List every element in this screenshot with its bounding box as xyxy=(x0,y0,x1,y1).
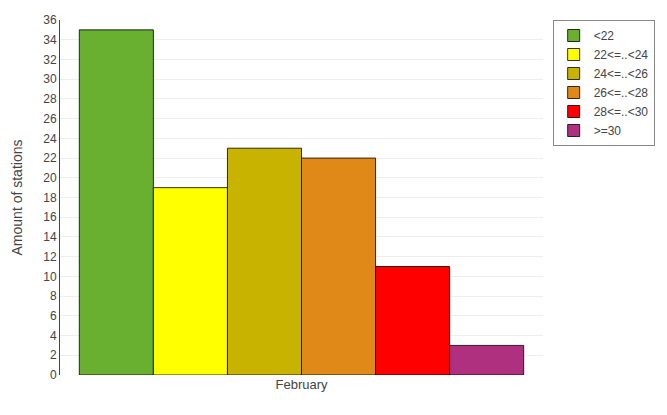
svg-text:14: 14 xyxy=(43,230,57,244)
svg-text:Amount of stations: Amount of stations xyxy=(9,140,25,256)
svg-text:10: 10 xyxy=(43,270,57,284)
svg-text:>=30: >=30 xyxy=(594,124,622,138)
svg-text:30: 30 xyxy=(43,72,57,86)
svg-text:28: 28 xyxy=(43,92,57,106)
svg-text:26: 26 xyxy=(43,112,57,126)
svg-text:16: 16 xyxy=(43,210,57,224)
svg-text:32: 32 xyxy=(43,53,57,67)
svg-text:20: 20 xyxy=(43,171,57,185)
svg-text:34: 34 xyxy=(43,33,57,47)
svg-text:4: 4 xyxy=(50,329,57,343)
svg-text:<22: <22 xyxy=(594,29,615,43)
svg-text:24: 24 xyxy=(43,132,57,146)
svg-text:12: 12 xyxy=(43,250,57,264)
svg-text:26<=..<28: 26<=..<28 xyxy=(594,86,649,100)
svg-text:22: 22 xyxy=(43,151,57,165)
svg-text:22<=..<24: 22<=..<24 xyxy=(594,48,649,62)
svg-text:8: 8 xyxy=(50,289,57,303)
svg-text:28<=..<30: 28<=..<30 xyxy=(594,105,649,119)
svg-text:18: 18 xyxy=(43,191,57,205)
svg-text:6: 6 xyxy=(50,309,57,323)
svg-text:February: February xyxy=(275,377,328,392)
svg-text:36: 36 xyxy=(43,13,57,27)
svg-text:2: 2 xyxy=(50,348,57,362)
svg-text:0: 0 xyxy=(50,368,57,382)
svg-text:24<=..<26: 24<=..<26 xyxy=(594,67,649,81)
